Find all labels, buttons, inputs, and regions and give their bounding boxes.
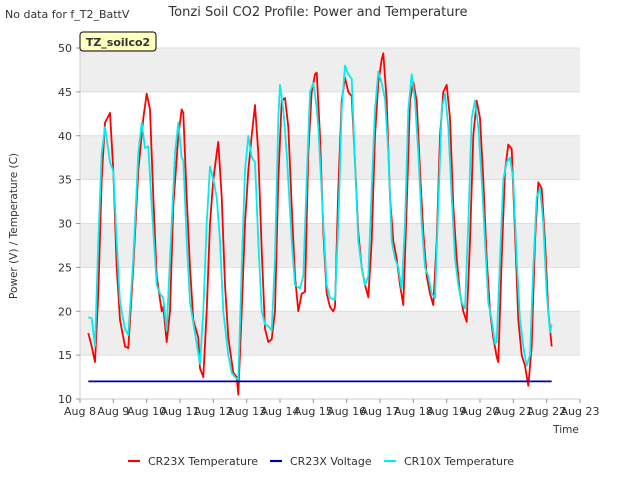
- badge-box: [79, 31, 157, 52]
- plot-band: [80, 311, 580, 356]
- x-tick-label: Aug 13: [227, 405, 266, 418]
- legend: CR23X Temperature CR23X Voltage CR10X Temp…: [128, 455, 514, 468]
- x-tick-label: Aug 21: [494, 405, 533, 418]
- x-tick-label: Aug 10: [127, 405, 166, 418]
- series-line-2: [88, 64, 553, 381]
- y-tick-label: 50: [58, 42, 72, 55]
- x-tick-label: Aug 15: [294, 405, 333, 418]
- legend-label: CR10X Temperature: [404, 455, 514, 468]
- badge: TZ_soilco2: [79, 31, 157, 52]
- x-tick-label: Aug 23: [561, 405, 600, 418]
- y-axis-label: Power (V) / Temperature (C): [8, 153, 20, 299]
- x-tick-label: Aug 22: [527, 405, 566, 418]
- y-tick-label: 35: [58, 174, 72, 187]
- x-tick-label: Aug 11: [161, 405, 200, 418]
- x-tick-label: Aug 16: [327, 405, 366, 418]
- plot-band: [80, 48, 580, 92]
- x-tick-label: Aug 14: [261, 405, 300, 418]
- plot-band: [80, 223, 580, 268]
- x-tick-label: Aug 18: [394, 405, 433, 418]
- y-tick-label: 15: [58, 349, 72, 362]
- badge-label: TZ_soilco2: [86, 36, 150, 49]
- x-tick-label: Aug 17: [361, 405, 400, 418]
- x-tick-label: Aug 12: [194, 405, 233, 418]
- y-tick-label: 10: [58, 393, 72, 406]
- legend-label: CR23X Temperature: [148, 455, 258, 468]
- x-tick-label: Aug 9: [97, 405, 129, 418]
- y-tick-label: 25: [58, 261, 72, 274]
- x-tick-label: Aug 19: [427, 405, 466, 418]
- x-axis-label: Time: [552, 424, 579, 436]
- legend-label: CR23X Voltage: [290, 455, 372, 468]
- y-tick-label: 20: [58, 305, 72, 318]
- y-tick-label: 45: [58, 86, 72, 99]
- chart-title: Tonzi Soil CO2 Profile: Power and Temper…: [167, 5, 467, 20]
- y-tick-label: 30: [58, 218, 72, 231]
- y-tick-label: 40: [58, 130, 72, 143]
- x-tick-label: Aug 8: [64, 405, 96, 418]
- no-data-note: No data for f_T2_BattV: [5, 8, 130, 21]
- plot-band: [80, 135, 580, 180]
- series-layer: [87, 52, 553, 396]
- x-tick-label: Aug 20: [461, 405, 500, 418]
